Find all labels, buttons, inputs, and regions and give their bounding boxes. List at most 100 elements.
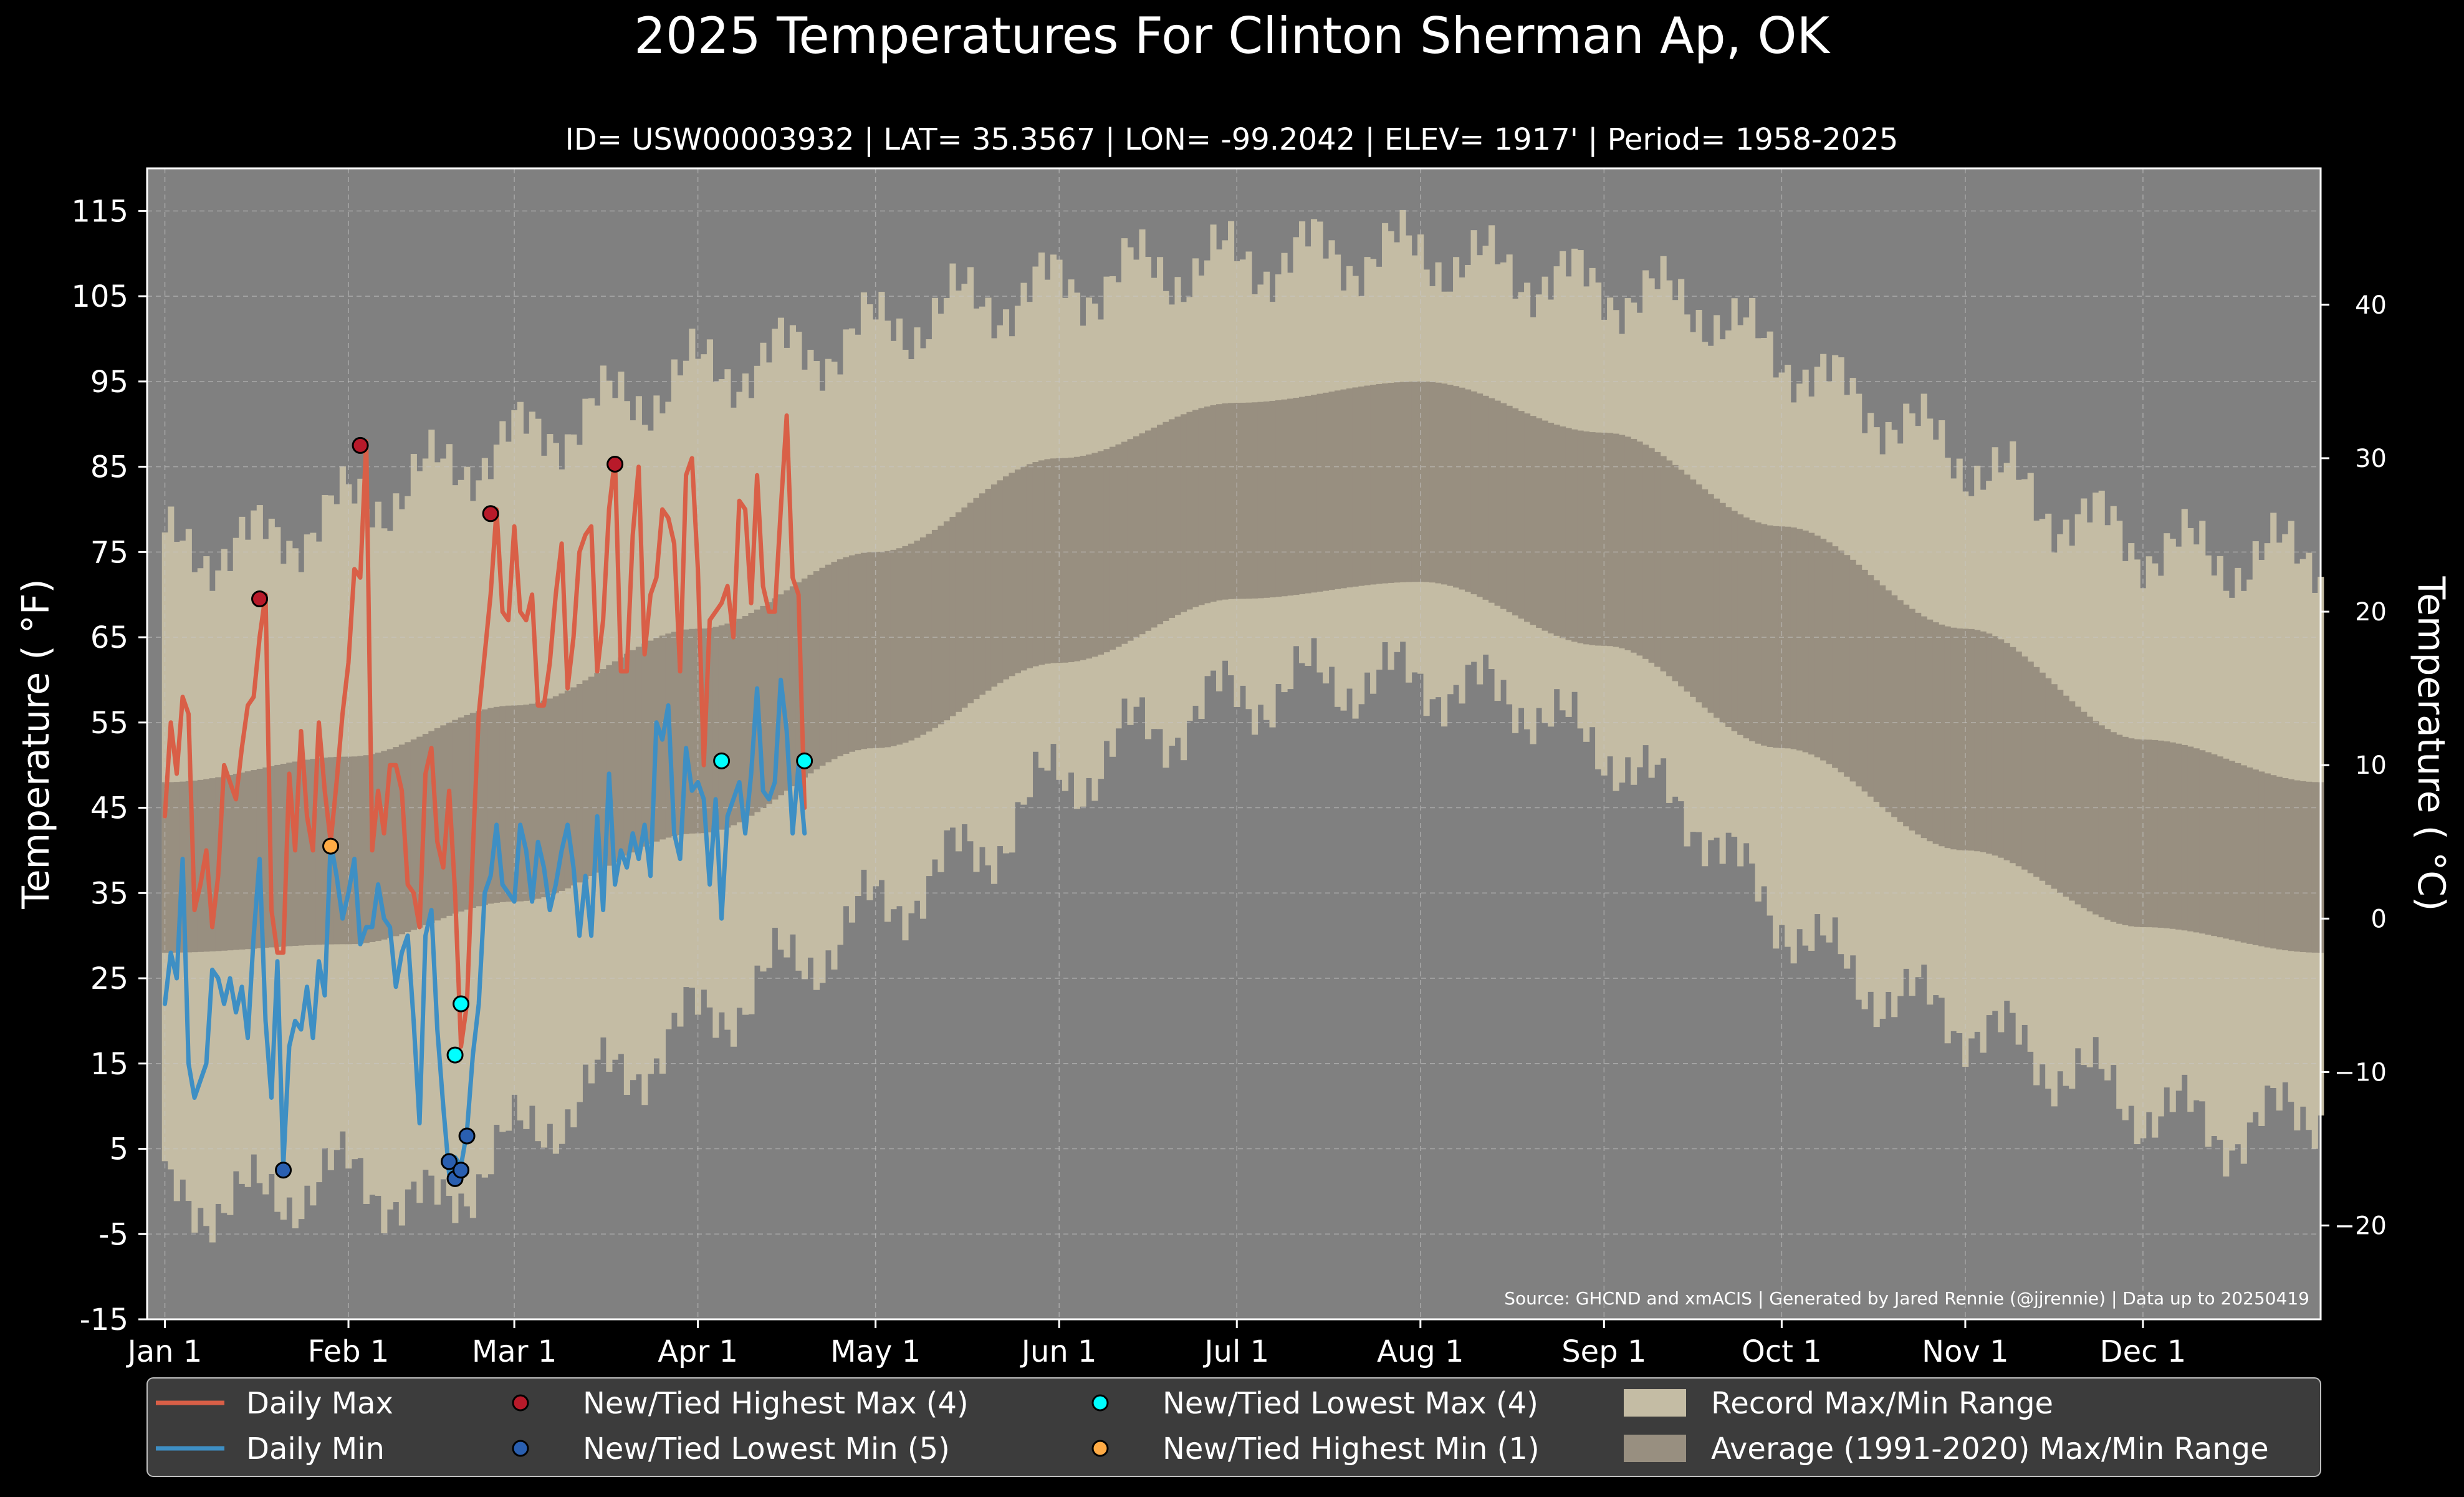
- average-range-bar: [244, 771, 251, 950]
- x-tick-label: Nov 1: [1922, 1334, 2008, 1369]
- average-range-bar: [2098, 725, 2105, 918]
- x-tick-label: Oct 1: [1742, 1334, 1822, 1369]
- record-marker: [453, 1162, 470, 1179]
- average-range-bar: [398, 744, 405, 935]
- legend-marker-swatch: [512, 1440, 529, 1457]
- x-axis: Jan 1 Feb 1 Mar 1 Apr 1 May 1 Jun 1 Jul 1 Aug 1…: [126, 1319, 2186, 1369]
- average-range-bar: [2270, 775, 2277, 949]
- average-range-bar: [1056, 458, 1063, 663]
- average-range-bar: [1115, 444, 1122, 647]
- y-tick-label: 15: [90, 1047, 128, 1082]
- average-range-bar: [926, 534, 932, 732]
- average-range-bar: [884, 551, 891, 748]
- average-range-bar: [784, 590, 790, 791]
- average-range-bar: [1613, 433, 1619, 647]
- y-tick-label: 35: [90, 876, 128, 911]
- average-range-bar: [1494, 400, 1501, 606]
- average-range-bar: [600, 669, 606, 870]
- average-range-bar: [813, 571, 820, 770]
- y-tick-label: 45: [90, 791, 128, 826]
- average-range-bar: [1660, 456, 1667, 671]
- average-range-bar: [221, 776, 228, 951]
- average-range-bar: [1459, 387, 1465, 590]
- x-tick-label: Jan 1: [126, 1334, 203, 1369]
- average-range-bar: [440, 725, 447, 918]
- average-range-bar: [2145, 739, 2152, 928]
- average-range-bar: [2181, 744, 2188, 931]
- average-range-bar: [1062, 458, 1069, 663]
- average-range-bar: [772, 598, 779, 800]
- average-range-bar: [1151, 427, 1158, 628]
- average-range-bar: [476, 711, 482, 907]
- average-range-bar: [1488, 398, 1495, 603]
- legend-patch-swatch: [1624, 1389, 1686, 1417]
- average-range-bar: [1192, 410, 1199, 607]
- average-range-bar: [239, 773, 246, 950]
- average-range-bar: [973, 498, 980, 700]
- average-range-bar: [197, 779, 204, 952]
- average-range-bar: [381, 751, 388, 940]
- average-range-bar: [1755, 522, 1762, 744]
- average-range-bar: [2092, 721, 2099, 915]
- average-range-bar: [523, 705, 530, 901]
- average-range-bar: [2264, 773, 2271, 948]
- average-range-bar: [1577, 430, 1584, 643]
- average-range-bar: [760, 605, 767, 809]
- average-range-bar: [2063, 695, 2069, 897]
- plot-area: Source: GHCND and xmACIS | Generated by …: [146, 167, 2324, 1321]
- average-range-bar: [1411, 381, 1418, 582]
- average-range-bar: [1429, 382, 1436, 583]
- average-range-bar: [2051, 684, 2058, 889]
- average-range-bar: [209, 778, 216, 951]
- average-range-bar: [2252, 769, 2259, 945]
- average-range-bar: [2282, 778, 2289, 951]
- average-range-bar: [2069, 701, 2076, 901]
- average-range-bar: [1666, 460, 1673, 676]
- average-range-bar: [712, 627, 719, 832]
- average-range-bar: [1222, 403, 1229, 600]
- average-range-bar: [683, 629, 689, 834]
- average-range-bar: [274, 764, 281, 947]
- average-range-bar: [1731, 511, 1738, 731]
- average-range-bar: [843, 557, 850, 754]
- average-range-bar: [1009, 473, 1015, 676]
- average-range-bar: [1091, 453, 1098, 657]
- record-marker: [606, 455, 624, 473]
- average-range-bar: [2276, 776, 2283, 950]
- average-range-bar: [315, 758, 322, 945]
- average-range-bar: [1690, 479, 1697, 697]
- average-range-bar: [298, 760, 305, 946]
- average-range-bar: [1619, 435, 1626, 648]
- y-tick-label: 65: [90, 620, 128, 655]
- average-range-bar: [1820, 539, 1827, 761]
- average-range-bar: [2246, 767, 2253, 944]
- average-range-bar: [1299, 397, 1306, 594]
- average-range-bar: [1642, 445, 1649, 659]
- x-tick-label: May 1: [830, 1334, 921, 1369]
- average-range-bar: [2164, 741, 2170, 928]
- average-range-bar: [1624, 436, 1631, 650]
- average-range-bar: [2128, 738, 2135, 927]
- average-range-bar: [2199, 750, 2206, 934]
- average-range-bar: [647, 640, 654, 844]
- average-range-bar: [908, 543, 915, 741]
- average-range-bar: [914, 541, 921, 738]
- average-range-bar: [1974, 630, 1981, 852]
- average-range-bar: [1814, 536, 1821, 758]
- average-range-bar: [1861, 569, 1868, 792]
- average-range-bar: [1477, 393, 1484, 597]
- average-range-bar: [1168, 419, 1176, 618]
- average-range-bar: [351, 756, 358, 945]
- average-range-bar: [428, 731, 435, 923]
- average-range-bar: [949, 516, 956, 716]
- average-range-bar: [1891, 595, 1898, 817]
- average-range-bar: [1281, 399, 1288, 597]
- average-range-bar: [2258, 771, 2265, 946]
- average-range-bar: [1856, 564, 1862, 787]
- record-marker: [446, 1046, 464, 1064]
- average-range-bar: [2152, 739, 2159, 928]
- average-range-bar: [2311, 782, 2318, 953]
- average-range-bar: [422, 734, 429, 925]
- y2-tick-label: 40: [2355, 291, 2387, 320]
- average-range-bar: [1465, 389, 1472, 592]
